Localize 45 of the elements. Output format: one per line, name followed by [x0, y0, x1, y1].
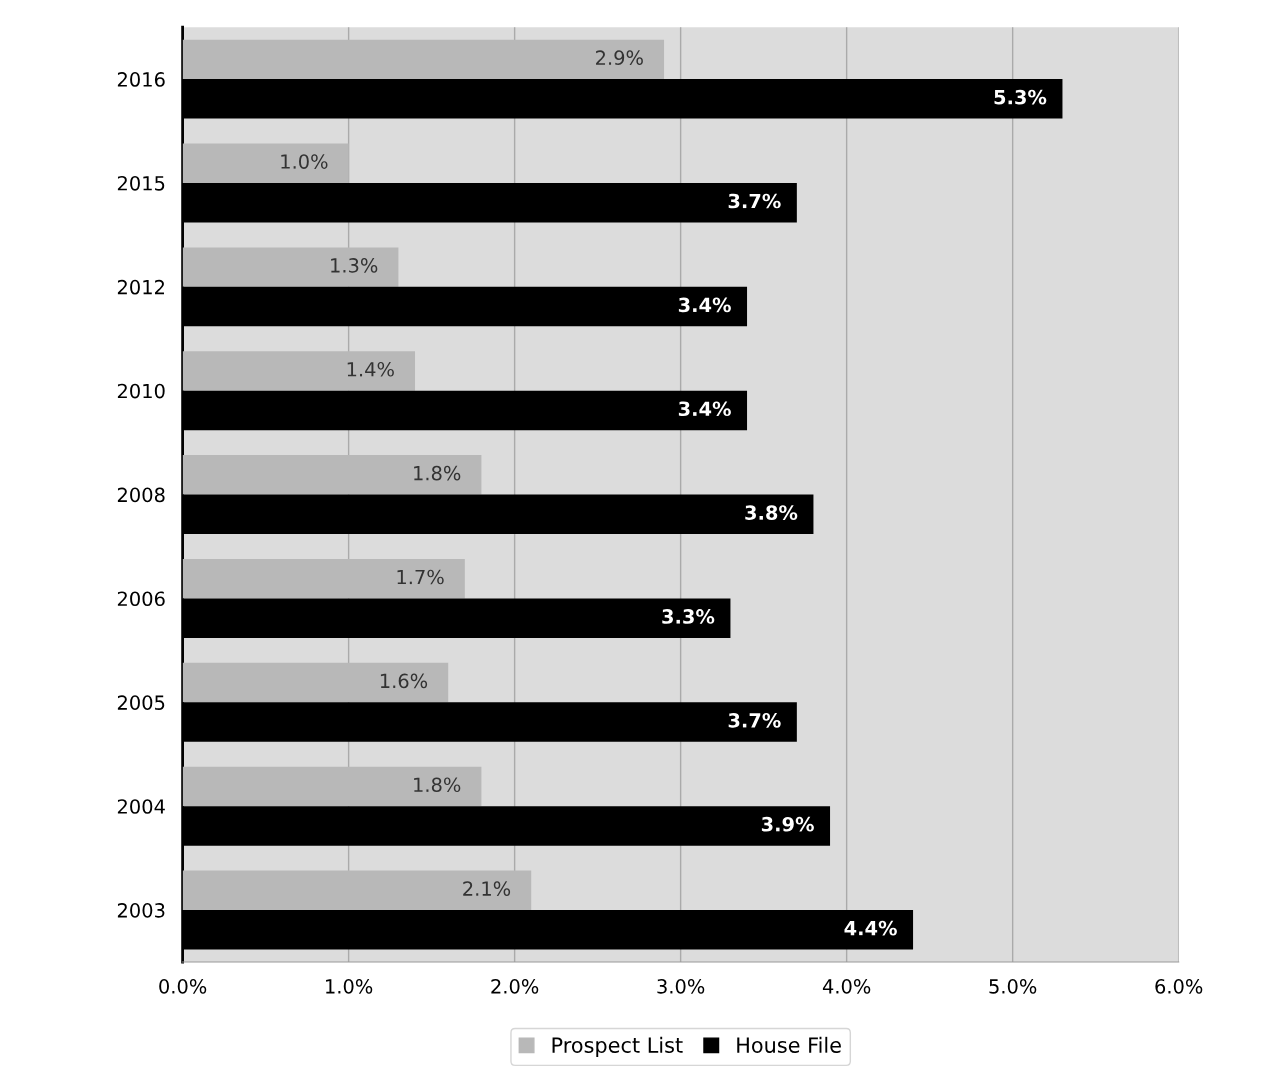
data-label: 1.3% — [331, 258, 378, 273]
y-tick-label: 2004 — [117, 799, 165, 814]
bar — [182, 662, 449, 703]
data-label: 1.4% — [347, 361, 394, 377]
y-tick-label: 2006 — [117, 591, 165, 607]
bar — [182, 39, 665, 80]
data-label: 1.8% — [414, 777, 461, 793]
data-label: 1.8% — [414, 465, 461, 481]
bar — [182, 143, 349, 183]
bar — [182, 351, 416, 391]
y-tick-label: 2005 — [117, 695, 165, 710]
y-tick-label: 2012 — [117, 279, 164, 295]
data-label: 2.9% — [596, 50, 643, 66]
data-label: 5.3% — [994, 89, 1047, 105]
x-tick-label: 2.0% — [491, 979, 539, 994]
data-label: 3.7% — [728, 712, 781, 728]
data-label: 2.1% — [463, 881, 511, 896]
data-label: 3.3% — [662, 609, 715, 624]
bar — [182, 455, 482, 495]
bar — [182, 766, 482, 807]
y-tick-label: 2016 — [117, 72, 165, 87]
data-label: 4.4% — [844, 920, 897, 936]
legend-label: House File — [737, 1036, 841, 1053]
bar — [182, 558, 465, 599]
y-tick-label: 2008 — [117, 487, 165, 503]
data-label: 3.9% — [761, 816, 814, 832]
y-tick-label: 2010 — [117, 383, 165, 399]
data-label: 1.0% — [281, 154, 328, 169]
bar — [182, 247, 399, 287]
data-label: 3.4% — [678, 297, 731, 313]
x-tick-label: 4.0% — [822, 979, 871, 994]
data-label: 3.7% — [728, 193, 781, 209]
data-label: 1.6% — [380, 673, 428, 689]
x-tick-label: 3.0% — [657, 979, 705, 994]
x-tick-label: 5.0% — [989, 979, 1037, 994]
x-tick-label: 0.0% — [159, 979, 207, 994]
data-label: 3.4% — [678, 401, 731, 417]
legend-label: Prospect List — [552, 1036, 683, 1057]
bar — [182, 870, 532, 911]
data-label: 1.7% — [397, 569, 444, 585]
x-tick-label: 6.0% — [1155, 979, 1203, 994]
y-tick-label: 2015 — [117, 175, 165, 191]
data-label: 3.8% — [745, 505, 798, 520]
x-tick-label: 1.0% — [326, 979, 373, 994]
y-tick-label: 2003 — [117, 903, 165, 918]
